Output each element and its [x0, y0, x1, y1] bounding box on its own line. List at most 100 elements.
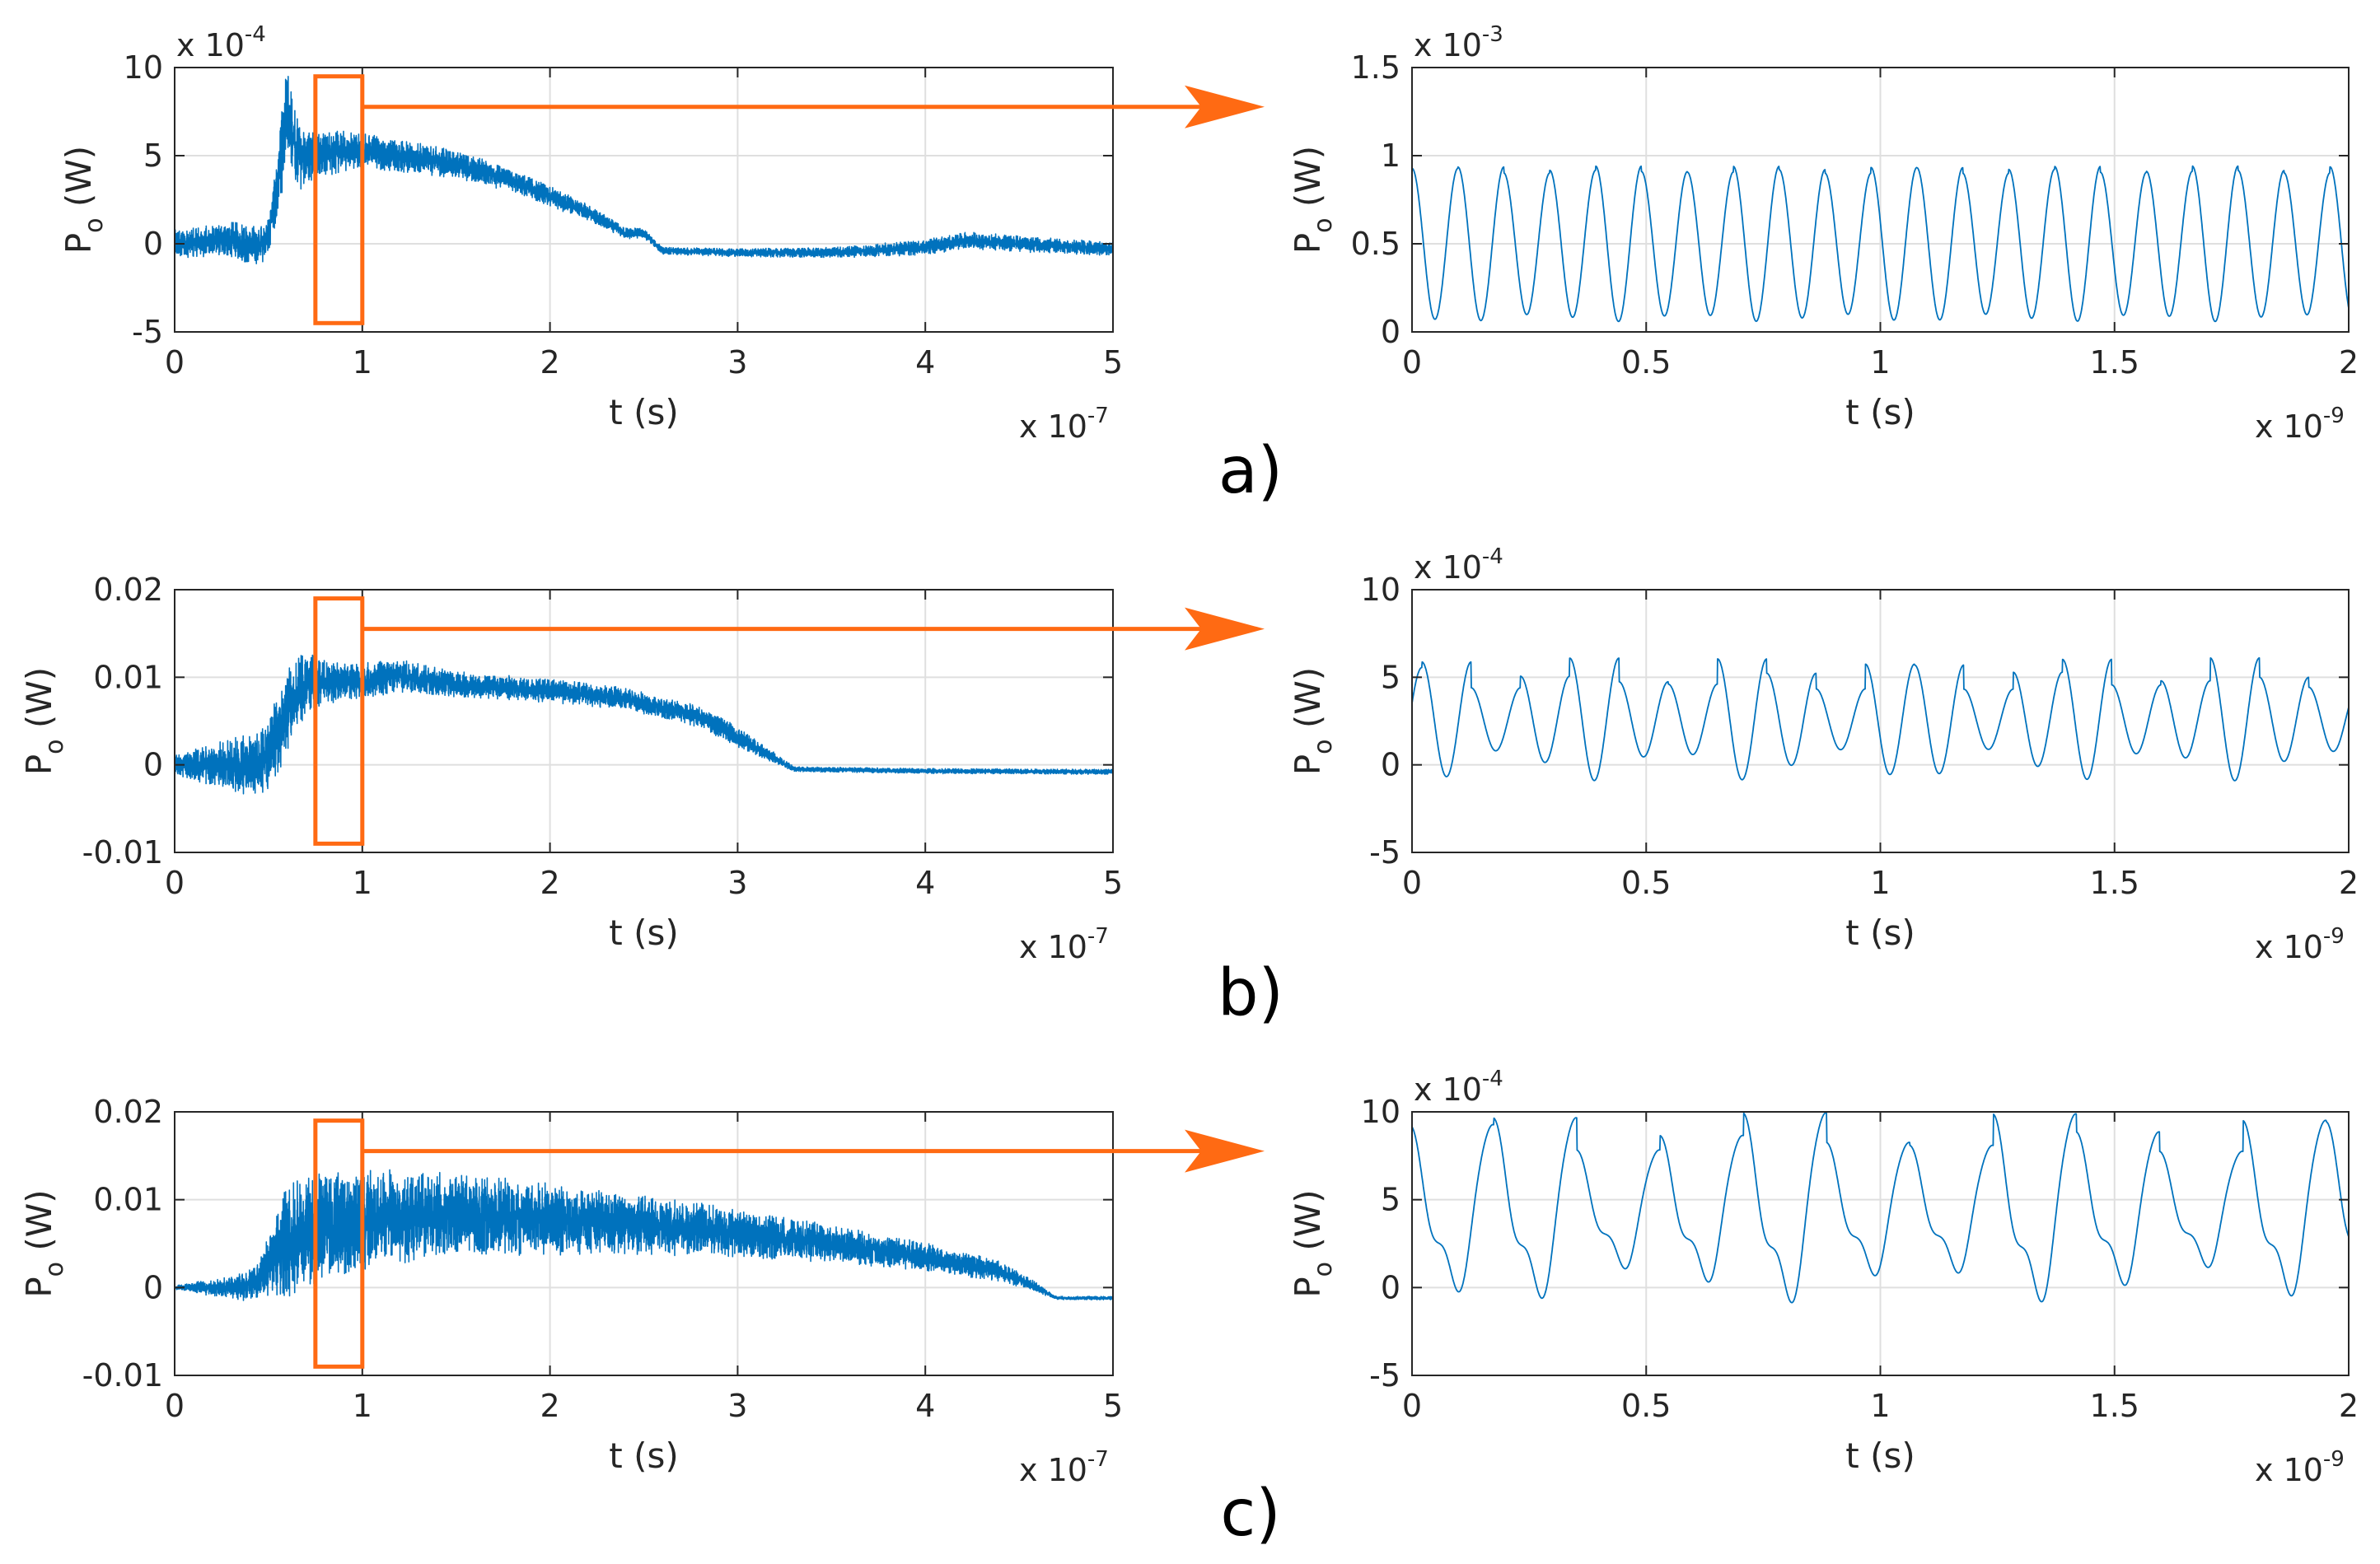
x-tick-label: 3 [727, 865, 747, 901]
y-tick-label: 0.02 [93, 1094, 163, 1130]
zoom-highlight-box [313, 74, 365, 325]
x-tick-label: 1 [353, 865, 372, 901]
series-line [174, 76, 1114, 264]
y-tick-label: 10 [1361, 572, 1400, 608]
series-line [1411, 657, 2350, 782]
y-tick-label: 0.01 [93, 1182, 163, 1218]
x-tick-label: 1 [1870, 865, 1890, 901]
y-multiplier: x 10-4 [176, 22, 266, 63]
x-multiplier: x 10-9 [2255, 1447, 2345, 1488]
x-tick-label: 2 [2339, 344, 2359, 380]
series-line [174, 654, 1114, 795]
x-tick-label: 1.5 [2090, 1388, 2139, 1424]
x-tick-label: 1 [1870, 344, 1890, 380]
x-tick-label: 3 [727, 1388, 747, 1424]
panel-label-b: b) [1218, 956, 1284, 1030]
zoom-arrow-head [1185, 1129, 1265, 1173]
y-tick-label: 5 [143, 138, 163, 174]
y-tick-label: -5 [1369, 1357, 1400, 1394]
x-tick-label: 1.5 [2090, 344, 2139, 380]
y-tick-label: -5 [132, 314, 163, 350]
y-tick-label: 0 [1381, 1269, 1400, 1305]
x-axis-label: t (s) [1845, 913, 1915, 953]
y-tick-label: 0 [143, 226, 163, 262]
panel-label-a: a) [1218, 434, 1283, 508]
y-tick-label: 1 [1381, 138, 1400, 174]
series-line [174, 1169, 1114, 1301]
y-tick-label: -0.01 [82, 834, 163, 871]
y-axis-label: Po (W) [1288, 667, 1338, 775]
y-axis-label: Po (W) [58, 146, 109, 254]
y-axis-label: Po (W) [1288, 146, 1338, 254]
x-tick-label: 0 [1402, 344, 1422, 380]
panel-label-c: c) [1220, 1477, 1280, 1551]
x-tick-label: 4 [915, 344, 935, 380]
axes-frame [174, 589, 1114, 853]
series-line [1411, 1112, 2350, 1304]
y-tick-label: 0.5 [1351, 226, 1400, 262]
x-tick-label: 2 [540, 865, 560, 901]
x-tick-label: 5 [1103, 1388, 1123, 1424]
y-axis-label: Po (W) [19, 667, 69, 775]
y-tick-label: 0 [1381, 314, 1400, 350]
x-tick-label: 0.5 [1621, 1388, 1671, 1424]
zoom-arrow-head [1185, 607, 1265, 651]
x-multiplier: x 10-7 [1019, 1447, 1109, 1488]
x-tick-label: 3 [727, 344, 747, 380]
x-tick-label: 4 [915, 865, 935, 901]
x-tick-label: 2 [540, 1388, 560, 1424]
x-tick-label: 0.5 [1621, 865, 1671, 901]
x-tick-label: 2 [2339, 1388, 2359, 1424]
x-multiplier: x 10-7 [1019, 404, 1109, 445]
x-tick-label: 2 [540, 344, 560, 380]
x-tick-label: 0 [165, 344, 185, 380]
y-multiplier: x 10-3 [1414, 22, 1503, 63]
x-tick-label: 5 [1103, 865, 1123, 901]
axes-frame [174, 67, 1114, 333]
x-axis-label: t (s) [1845, 392, 1915, 432]
x-tick-label: 0 [165, 1388, 185, 1424]
x-tick-label: 1.5 [2090, 865, 2139, 901]
x-tick-label: 0 [165, 865, 185, 901]
chart-a-right: 0 0.5 1 1.5 2 0 0.5 1 1.5 t (s) Po (W) x 10-3 x 10-9 [1288, 22, 2359, 445]
x-tick-label: 2 [2339, 865, 2359, 901]
y-tick-label: 1.5 [1351, 49, 1400, 86]
x-tick-label: 1 [353, 1388, 372, 1424]
y-tick-label: 0 [143, 1269, 163, 1305]
x-tick-label: 0.5 [1621, 344, 1671, 380]
x-multiplier: x 10-9 [2255, 404, 2345, 445]
zoom-highlight-box [313, 596, 365, 846]
y-tick-label: 10 [1361, 1094, 1400, 1130]
x-tick-label: 1 [353, 344, 372, 380]
y-tick-label: 5 [1381, 659, 1400, 695]
y-tick-label: 0 [1381, 747, 1400, 783]
x-multiplier: x 10-9 [2255, 924, 2345, 965]
y-tick-label: -0.01 [82, 1357, 163, 1394]
zoom-highlight-box [313, 1118, 365, 1369]
zoom-arrow-head [1185, 85, 1265, 128]
y-tick-label: -5 [1369, 834, 1400, 871]
y-tick-label: 0 [143, 747, 163, 783]
y-axis-label: Po (W) [1288, 1189, 1338, 1297]
x-tick-label: 1 [1870, 1388, 1890, 1424]
x-tick-label: 0 [1402, 1388, 1422, 1424]
x-axis-label: t (s) [609, 913, 678, 953]
y-tick-label: 10 [124, 49, 163, 86]
x-axis-label: t (s) [1845, 1436, 1915, 1476]
series-line [1411, 165, 2350, 323]
y-multiplier: x 10-4 [1414, 1067, 1503, 1108]
x-axis-label: t (s) [609, 1436, 678, 1476]
y-tick-label: 0.01 [93, 659, 163, 695]
axes-frame [174, 1111, 1114, 1376]
x-multiplier: x 10-7 [1019, 924, 1109, 965]
x-tick-label: 0 [1402, 865, 1422, 901]
x-tick-label: 4 [915, 1388, 935, 1424]
panel-labels: a) b) c) [1218, 434, 1284, 1551]
y-tick-label: 0.02 [93, 572, 163, 608]
